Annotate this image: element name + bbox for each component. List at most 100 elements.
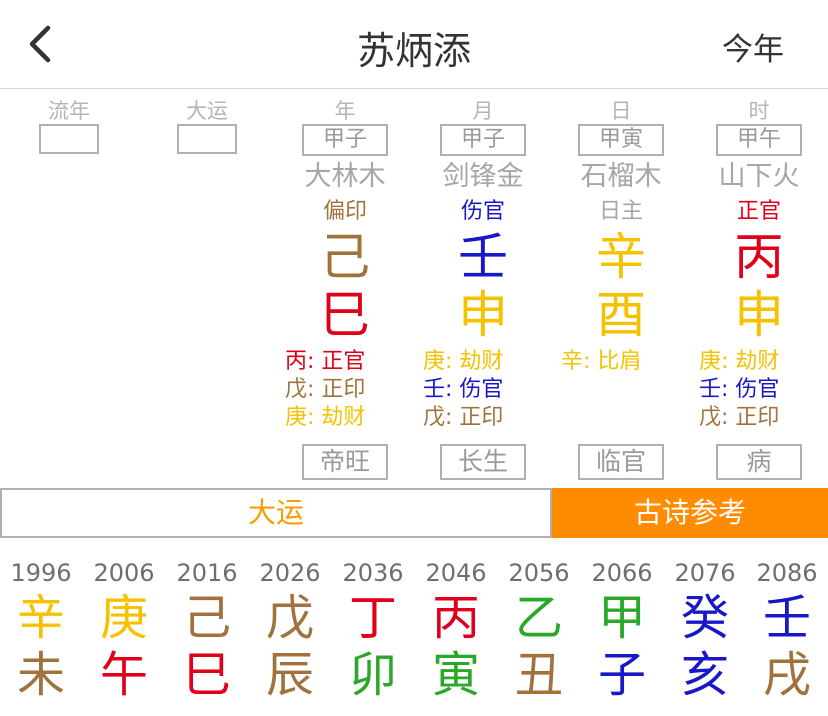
dayun-stem: 己 (182, 590, 231, 646)
column-liunian: 流年 (0, 98, 138, 154)
dayun-year: 2056 (508, 559, 570, 587)
hidden-stem: 戊: 正印 (699, 405, 780, 430)
dayun-branch: 亥 (680, 647, 729, 703)
column-header: 年 (334, 99, 356, 123)
hidden-stem: 戊: 正印 (423, 405, 504, 430)
dayun-year: 1996 (10, 559, 72, 587)
dayun-branch: 未 (16, 647, 65, 703)
heavenly-stem: 壬 (458, 228, 508, 286)
dayun-branch: 巳 (182, 647, 231, 703)
pillar-box: 甲子 (302, 124, 388, 156)
dayun-branch: 丑 (514, 647, 563, 703)
dayun-branch: 子 (597, 647, 646, 703)
life-phase: 病 (716, 444, 802, 480)
dayun-item[interactable]: 2076 癸 亥 (664, 556, 746, 704)
dayun-stem: 甲 (597, 590, 646, 646)
heavenly-stem: 辛 (596, 228, 646, 286)
hidden-stems: 庚: 劫财 壬: 伤官 戊: 正印 (423, 348, 543, 432)
dayun-year: 2036 (342, 559, 404, 587)
hidden-stem-spacer (561, 376, 681, 404)
liunian-box[interactable] (39, 124, 99, 154)
dayun-stem: 戊 (265, 590, 314, 646)
hidden-stem: 丙: 正官 (285, 349, 366, 374)
tab-bar: 大运 古诗参考 (0, 488, 828, 538)
dayun-item[interactable]: 2046 丙 寅 (415, 556, 497, 704)
life-phase: 长生 (440, 444, 526, 480)
column-month: 月 甲子 剑锋金 伤官 壬 申 庚: 劫财 壬: 伤官 戊: 正印 长生 (414, 98, 552, 480)
nayin: 石榴木 (580, 161, 662, 192)
heavenly-stem: 丙 (734, 228, 784, 286)
column-day: 日 甲寅 石榴木 日主 辛 酉 辛: 比肩 临官 (552, 98, 690, 480)
shishen: 日主 (598, 199, 643, 224)
nayin: 大林木 (304, 161, 386, 192)
this-year-button[interactable]: 今年 (722, 32, 784, 68)
dayun-item[interactable]: 2056 乙 丑 (498, 556, 580, 704)
column-header: 月 (472, 99, 494, 123)
column-hour: 时 甲午 山下火 正官 丙 申 庚: 劫财 壬: 伤官 戊: 正印 病 (690, 98, 828, 480)
column-year: 年 甲子 大林木 偏印 己 巳 丙: 正官 戊: 正印 庚: 劫财 帝旺 (276, 98, 414, 480)
earthly-branch: 酉 (596, 286, 646, 344)
shishen: 偏印 (322, 199, 367, 224)
column-header: 时 (748, 99, 770, 123)
dayun-item[interactable]: 1996 辛 未 (0, 556, 82, 704)
hidden-stem: 壬: 伤官 (699, 377, 780, 402)
dayun-branch: 午 (99, 647, 148, 703)
column-dayun: 大运 (138, 98, 276, 154)
dayun-branch: 卯 (348, 647, 397, 703)
tab-gushi[interactable]: 古诗参考 (552, 488, 828, 538)
dayun-stem: 壬 (762, 590, 811, 646)
hidden-stem: 辛: 比肩 (561, 349, 642, 374)
back-chevron-icon[interactable] (24, 22, 58, 66)
nav-bar: 苏炳添 今年 (0, 0, 828, 89)
tab-dayun[interactable]: 大运 (0, 488, 552, 538)
pillar-box: 甲寅 (578, 124, 664, 156)
dayun-item[interactable]: 2006 庚 午 (83, 556, 165, 704)
page-title: 苏炳添 (356, 29, 471, 73)
dayun-box[interactable] (177, 124, 237, 154)
hidden-stem: 庚: 劫财 (699, 349, 780, 374)
shishen: 伤官 (460, 199, 505, 224)
dayun-year: 2016 (176, 559, 238, 587)
hidden-stem: 庚: 劫财 (423, 349, 504, 374)
hidden-stem: 庚: 劫财 (285, 405, 366, 430)
dayun-stem: 丁 (348, 590, 397, 646)
life-phase: 临官 (578, 444, 664, 480)
pillar-box: 甲午 (716, 124, 802, 156)
heavenly-stem: 己 (320, 228, 370, 286)
dayun-year: 2086 (756, 559, 818, 587)
dayun-stem: 乙 (514, 590, 563, 646)
column-header: 日 (610, 99, 632, 123)
dayun-branch: 辰 (265, 647, 314, 703)
column-header: 流年 (48, 99, 90, 123)
life-phase: 帝旺 (302, 444, 388, 480)
hidden-stems: 庚: 劫财 壬: 伤官 戊: 正印 (699, 348, 819, 432)
earthly-branch: 申 (458, 286, 508, 344)
pillar-box: 甲子 (440, 124, 526, 156)
hidden-stems: 辛: 比肩 (561, 348, 681, 432)
dayun-item[interactable]: 2066 甲 子 (581, 556, 663, 704)
hidden-stem-spacer (561, 404, 681, 432)
dayun-year: 2046 (425, 559, 487, 587)
dayun-stem: 辛 (16, 590, 65, 646)
dayun-item[interactable]: 2026 戊 辰 (249, 556, 331, 704)
dayun-item[interactable]: 2086 壬 戌 (746, 556, 828, 704)
dayun-year: 2026 (259, 559, 321, 587)
dayun-year: 2006 (93, 559, 155, 587)
column-header: 大运 (186, 99, 228, 123)
shishen: 正官 (736, 199, 781, 224)
dayun-branch: 寅 (431, 647, 480, 703)
hidden-stem: 壬: 伤官 (423, 377, 504, 402)
dayun-stem: 丙 (431, 590, 480, 646)
earthly-branch: 巳 (320, 286, 370, 344)
dayun-year: 2066 (591, 559, 653, 587)
dayun-year: 2076 (674, 559, 736, 587)
nayin: 山下火 (718, 161, 800, 192)
dayun-item[interactable]: 2036 丁 卯 (332, 556, 414, 704)
dayun-item[interactable]: 2016 己 巳 (166, 556, 248, 704)
dayun-branch: 戌 (762, 647, 811, 703)
dayun-stem: 癸 (680, 590, 729, 646)
hidden-stems: 丙: 正官 戊: 正印 庚: 劫财 (285, 348, 405, 432)
earthly-branch: 申 (734, 286, 784, 344)
nayin: 剑锋金 (442, 161, 524, 192)
dayun-stem: 庚 (99, 590, 148, 646)
